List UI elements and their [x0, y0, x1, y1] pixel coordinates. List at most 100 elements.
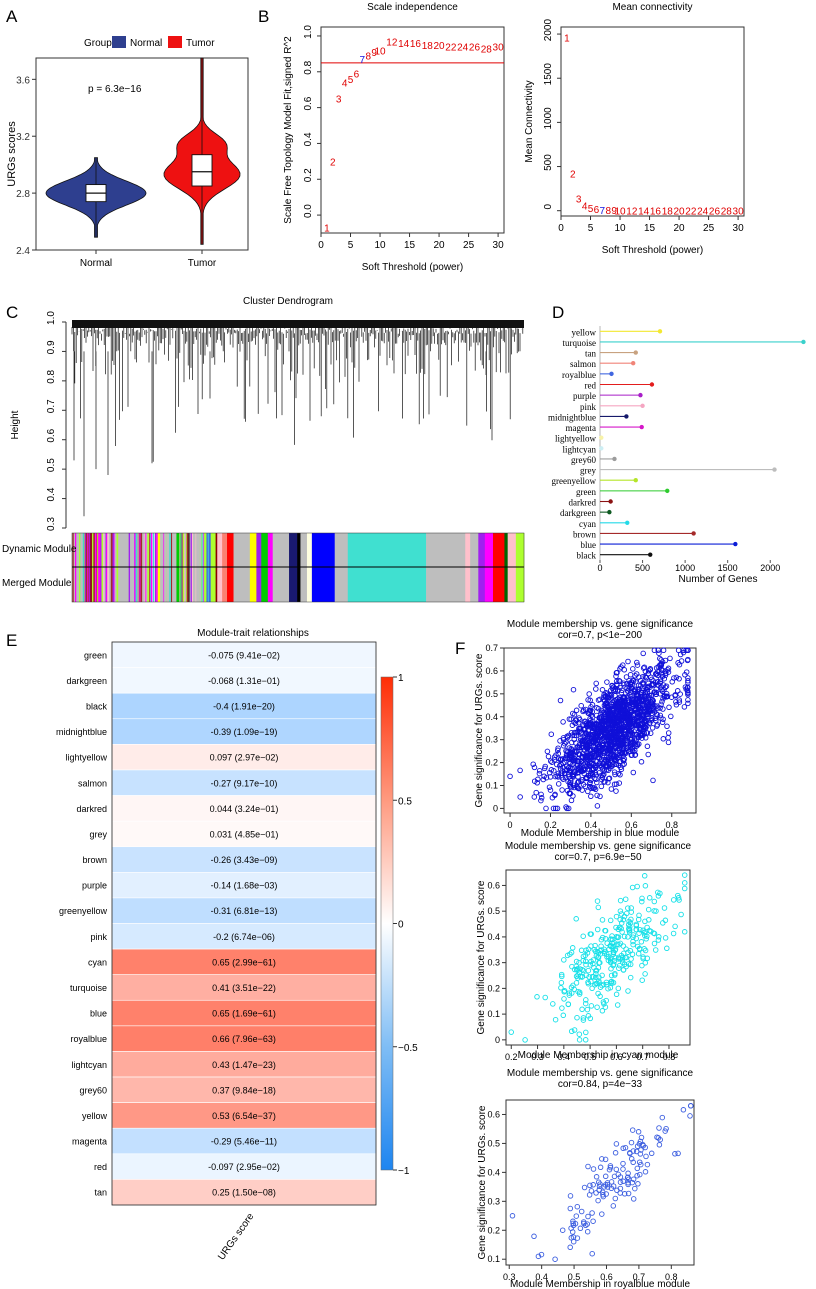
point: [673, 702, 680, 708]
point: [655, 664, 662, 670]
cell-label-lightyellow: 0.097 (2.97e−02): [210, 753, 279, 763]
point: [634, 662, 641, 668]
legend-label-tumor: Tumor: [186, 38, 215, 49]
module-size-lollipop: yellowturquoisetansalmonroyalblueredpurp…: [548, 326, 806, 585]
point: [562, 740, 568, 747]
point: [583, 961, 589, 968]
point: [552, 773, 559, 780]
point: [642, 724, 648, 731]
point: [619, 714, 626, 721]
point: [623, 674, 630, 680]
point: [583, 958, 589, 965]
point: [559, 973, 565, 980]
point: [637, 705, 643, 712]
point: [657, 655, 663, 662]
point: [609, 697, 615, 704]
point: [650, 682, 657, 688]
heatmap-cell-brown: [111, 846, 377, 873]
point: [599, 774, 606, 781]
point: [659, 659, 666, 665]
power-point-5: 5: [588, 204, 594, 215]
point: [555, 745, 561, 751]
point: [558, 985, 564, 991]
power-point-3: 3: [336, 95, 342, 106]
row-label-magenta: magenta: [72, 1137, 107, 1147]
point: [531, 1233, 537, 1240]
x-tick-label: 15: [404, 240, 416, 251]
point: [599, 934, 606, 941]
point: [579, 787, 585, 793]
point: [555, 781, 562, 787]
point: [573, 916, 579, 922]
point: [579, 1006, 585, 1013]
point: [517, 767, 523, 774]
point: [591, 785, 598, 791]
panel-label-f: F: [455, 639, 465, 658]
point: [629, 1127, 636, 1133]
point: [561, 957, 567, 963]
point: [586, 691, 592, 697]
point: [629, 951, 636, 957]
point: [665, 734, 671, 741]
y-tick-label: 0.5: [487, 1138, 500, 1148]
y-tick-label: 0.4: [303, 132, 314, 146]
point: [660, 647, 667, 654]
x-tick-label: 0.4: [585, 820, 598, 830]
point: [668, 694, 675, 700]
colorbar-tick-label: 0.5: [398, 796, 412, 807]
point: [544, 748, 551, 755]
point: [589, 731, 596, 738]
point: [634, 1172, 640, 1179]
point: [650, 707, 656, 714]
point: [584, 733, 591, 740]
point: [645, 713, 651, 719]
point: [680, 1107, 687, 1113]
point: [570, 1220, 576, 1227]
y-tick-label: 0.4: [46, 487, 57, 501]
y-axis-label: Height: [10, 410, 21, 439]
x-tick-label: 20: [434, 240, 446, 251]
y-tick-label: 0.7: [46, 399, 57, 413]
point: [642, 883, 649, 889]
point: [573, 963, 580, 970]
point: [603, 703, 610, 710]
point: [641, 723, 647, 729]
plot-frame: [505, 1099, 695, 1266]
point: [642, 1169, 649, 1175]
point: [584, 736, 590, 742]
track-frame: [71, 532, 525, 603]
point: [627, 711, 633, 718]
point: [651, 940, 658, 947]
point: [568, 716, 574, 722]
point: [613, 702, 620, 708]
point-outlier: [507, 773, 513, 780]
track-label-dynamic: Dynamic Module: [2, 544, 77, 555]
point: [582, 1037, 589, 1043]
row-label-tan: tan: [94, 1188, 107, 1198]
plot-frame: [503, 647, 697, 814]
point: [583, 997, 589, 1003]
point: [616, 924, 623, 931]
point: [618, 766, 625, 773]
point: [685, 675, 691, 681]
power-point-18: 18: [422, 41, 434, 52]
point: [588, 943, 594, 949]
row-label-turquoise: turquoise: [70, 983, 107, 993]
point: [555, 770, 562, 777]
power-point-12: 12: [626, 206, 638, 217]
power-point-12: 12: [386, 37, 398, 48]
heatmap-cell-black: [111, 692, 377, 720]
legend-label-normal: Normal: [130, 38, 162, 49]
lollipop-dot-darkred: [608, 499, 613, 504]
point: [609, 743, 616, 750]
point: [655, 889, 661, 896]
point: [642, 704, 648, 710]
heatmap-cell-midnightblue: [111, 718, 377, 745]
point: [635, 916, 642, 923]
power-point-4: 4: [582, 201, 588, 212]
point: [593, 953, 600, 959]
point: [538, 797, 544, 804]
point: [571, 1027, 578, 1033]
category-label-green: green: [576, 487, 596, 497]
y-tick-label: 0.2: [487, 1225, 500, 1235]
